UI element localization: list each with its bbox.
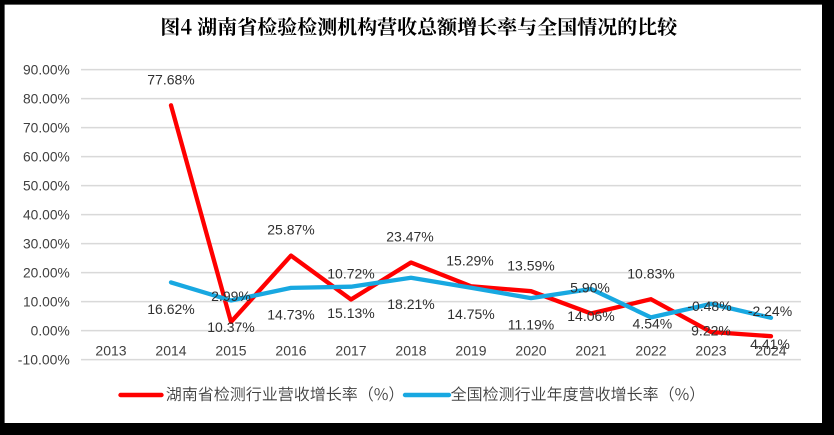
svg-text:-0.48%: -0.48% — [687, 298, 731, 314]
svg-text:4.54%: 4.54% — [633, 316, 673, 332]
svg-text:-2.24%: -2.24% — [748, 303, 792, 319]
svg-text:18.21%: 18.21% — [387, 296, 434, 312]
svg-text:2016: 2016 — [275, 343, 306, 359]
svg-text:2017: 2017 — [335, 343, 366, 359]
svg-text:2018: 2018 — [395, 343, 426, 359]
svg-text:9.22%: 9.22% — [691, 322, 731, 338]
svg-text:77.68%: 77.68% — [147, 71, 194, 87]
svg-text:23.47%: 23.47% — [386, 229, 433, 245]
svg-text:10.72%: 10.72% — [327, 266, 374, 282]
svg-text:40.00%: 40.00% — [23, 208, 70, 223]
svg-text:2014: 2014 — [155, 343, 186, 359]
svg-text:16.62%: 16.62% — [147, 301, 194, 317]
svg-text:11.19%: 11.19% — [508, 317, 554, 333]
svg-text:2.99%: 2.99% — [211, 288, 251, 304]
svg-text:0.00%: 0.00% — [31, 324, 70, 339]
svg-text:70.00%: 70.00% — [23, 121, 70, 136]
svg-text:10.00%: 10.00% — [23, 295, 70, 310]
svg-text:14.75%: 14.75% — [447, 306, 494, 322]
svg-text:2024: 2024 — [755, 343, 786, 359]
svg-text:15.13%: 15.13% — [327, 305, 374, 321]
svg-text:2013: 2013 — [95, 343, 126, 359]
svg-text:2023: 2023 — [695, 343, 726, 359]
svg-text:20.00%: 20.00% — [23, 266, 70, 281]
svg-text:2020: 2020 — [515, 343, 546, 359]
svg-text:10.37%: 10.37% — [207, 319, 254, 335]
svg-text:25.87%: 25.87% — [267, 222, 314, 238]
svg-text:-10.00%: -10.00% — [18, 353, 70, 368]
svg-text:2015: 2015 — [215, 343, 246, 359]
svg-text:2022: 2022 — [635, 343, 666, 359]
svg-text:2019: 2019 — [455, 343, 486, 359]
svg-text:80.00%: 80.00% — [23, 92, 70, 107]
svg-text:15.29%: 15.29% — [446, 252, 493, 268]
svg-text:2021: 2021 — [575, 343, 606, 359]
svg-text:5.90%: 5.90% — [570, 280, 610, 296]
svg-text:4.41%: 4.41% — [750, 336, 790, 352]
svg-text:90.00%: 90.00% — [23, 63, 70, 78]
svg-text:50.00%: 50.00% — [23, 179, 70, 194]
svg-text:14.73%: 14.73% — [267, 306, 314, 322]
svg-text:30.00%: 30.00% — [23, 237, 70, 252]
svg-text:13.59%: 13.59% — [507, 257, 554, 273]
svg-text:10.83%: 10.83% — [627, 265, 674, 281]
svg-text:14.06%: 14.06% — [567, 308, 614, 324]
svg-text:60.00%: 60.00% — [23, 150, 70, 165]
